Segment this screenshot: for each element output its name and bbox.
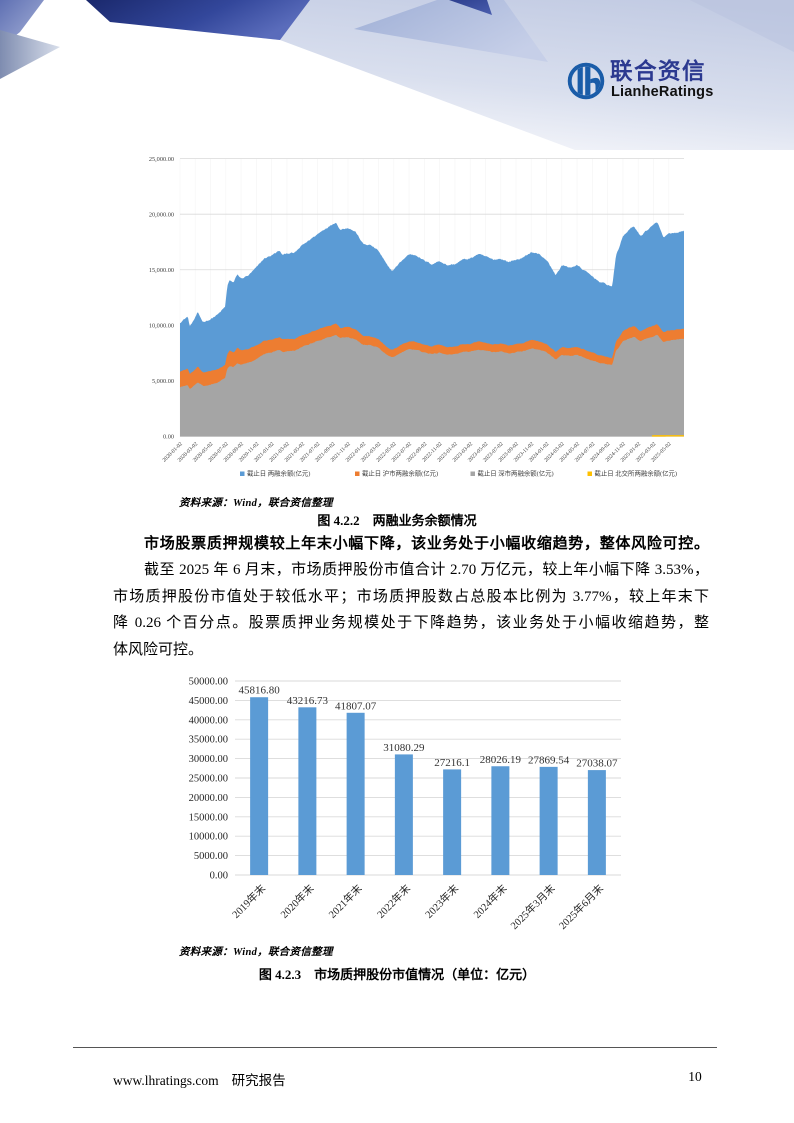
bar <box>443 769 462 875</box>
bar <box>250 697 269 875</box>
y-tick-label: 30000.00 <box>189 754 228 765</box>
legend-label: 截止日 北交所两融余额(亿元) <box>595 469 678 478</box>
bar <box>346 712 365 875</box>
bar <box>587 770 606 875</box>
pledged-shares-bar-chart: 0.00 5000.00 10000.00 15000.00 20000.00 25000… <box>189 677 621 932</box>
x-category-label: 2025年6月末 <box>556 882 606 932</box>
y-tick-label: 35000.00 <box>189 735 228 746</box>
footer-left-text: www.lhratings.com 研究报告 <box>113 1069 286 1089</box>
y-tick-label: 5000.00 <box>194 851 228 862</box>
bar-value-label: 41807.07 <box>335 700 377 712</box>
paragraph-line: 降 0.26 个百分点。股票质押业务规模处于下降趋势，该业务处于小幅收缩趋势，整 <box>113 615 709 632</box>
bar-value-label: 27216.1 <box>434 757 470 769</box>
chart1-caption: 图 4.2.2 两融业务余额情况 <box>317 513 477 528</box>
y-tick-label: 20,000.00 <box>149 211 174 218</box>
lianhe-logo-mark-icon <box>567 62 605 100</box>
bar-value-label: 27038.07 <box>576 758 618 770</box>
y-tick-label: 10000.00 <box>189 832 228 843</box>
x-category-label: 2022年末 <box>374 882 413 921</box>
footer-rule <box>73 1047 717 1049</box>
y-tick-label: 50000.00 <box>189 677 228 688</box>
chart2-source-note: 资料来源：Wind，联合资信整理 <box>179 947 333 958</box>
x-category-label: 2021年末 <box>326 882 365 921</box>
bar <box>491 766 510 875</box>
x-category-label: 2024年末 <box>471 882 510 921</box>
margin-balance-area-chart: 0.00 5,000.00 10,000.00 15,000.00 20,000.00 2… <box>149 156 684 478</box>
bar <box>298 707 317 875</box>
legend-swatch <box>240 471 245 476</box>
body-text: 市场股票质押规模较上年末小幅下降，该业务处于小幅收缩趋势，整体风险可控。 截至 … <box>113 531 709 663</box>
series-area <box>180 334 684 437</box>
x-category-label: 2025年3月末 <box>508 882 558 932</box>
bar-value-label: 28026.19 <box>480 754 522 766</box>
chart2-caption: 图 4.2.3 市场质押股份市值情况（单位：亿元） <box>258 967 536 982</box>
y-tick-label: 10,000.00 <box>149 323 174 330</box>
logo-cjk-text: 联合资信 <box>610 59 707 84</box>
bar-value-label: 45816.80 <box>239 685 281 697</box>
legend-swatch <box>587 471 592 476</box>
x-category-label: 2019年末 <box>229 882 268 921</box>
lianhe-ratings-logo: 联合资信 LianheRatings <box>566 60 786 105</box>
y-tick-label: 0.00 <box>163 434 174 441</box>
paragraph-line: 市场质押股份市值处于较低水平；市场质押股数占总股本比例为 3.77%，较上年末下 <box>113 588 709 605</box>
paragraph-line: 体风险可控。 <box>113 641 204 658</box>
legend-swatch <box>355 471 360 476</box>
chart1-source-note: 资料来源：Wind，联合资信整理 <box>179 498 333 509</box>
bar-value-label: 27869.54 <box>528 754 570 766</box>
bar-value-label: 31080.29 <box>383 742 425 754</box>
bold-summary-line: 市场股票质押规模较上年末小幅下降，该业务处于小幅收缩趋势，整体风险可控。 <box>144 536 709 552</box>
paragraph-line: 截至 2025 年 6 月末，市场质押股份市值合计 2.70 万亿元，较上年小幅… <box>144 562 709 579</box>
page-number: 10 <box>688 1069 702 1084</box>
bar <box>394 754 413 875</box>
y-tick-label: 5,000.00 <box>152 378 174 385</box>
bar <box>539 766 558 875</box>
header-banner-art <box>0 0 794 150</box>
x-category-label: 2023年末 <box>422 882 461 921</box>
footer-label: 研究报告 <box>231 1073 286 1088</box>
logo-latin-text: LianheRatings <box>611 84 714 100</box>
y-tick-label: 20000.00 <box>189 793 228 804</box>
y-tick-label: 25,000.00 <box>149 156 174 163</box>
y-tick-label: 40000.00 <box>189 715 228 726</box>
footer-site: www.lhratings.com <box>113 1073 219 1088</box>
bar-value-label: 43216.73 <box>287 695 329 707</box>
legend-swatch <box>470 471 475 476</box>
legend-label: 截止日 两融余额(亿元) <box>247 469 310 478</box>
legend-label: 截止日 深市两融余额(亿元) <box>478 469 554 478</box>
y-tick-label: 15000.00 <box>189 812 228 823</box>
legend-label: 截止日 沪市两融余额(亿元) <box>362 469 438 478</box>
y-tick-label: 45000.00 <box>189 696 228 707</box>
y-tick-label: 25000.00 <box>189 774 228 785</box>
y-tick-label: 0.00 <box>210 871 228 882</box>
y-tick-label: 15,000.00 <box>149 267 174 274</box>
x-category-label: 2020年末 <box>278 882 317 921</box>
